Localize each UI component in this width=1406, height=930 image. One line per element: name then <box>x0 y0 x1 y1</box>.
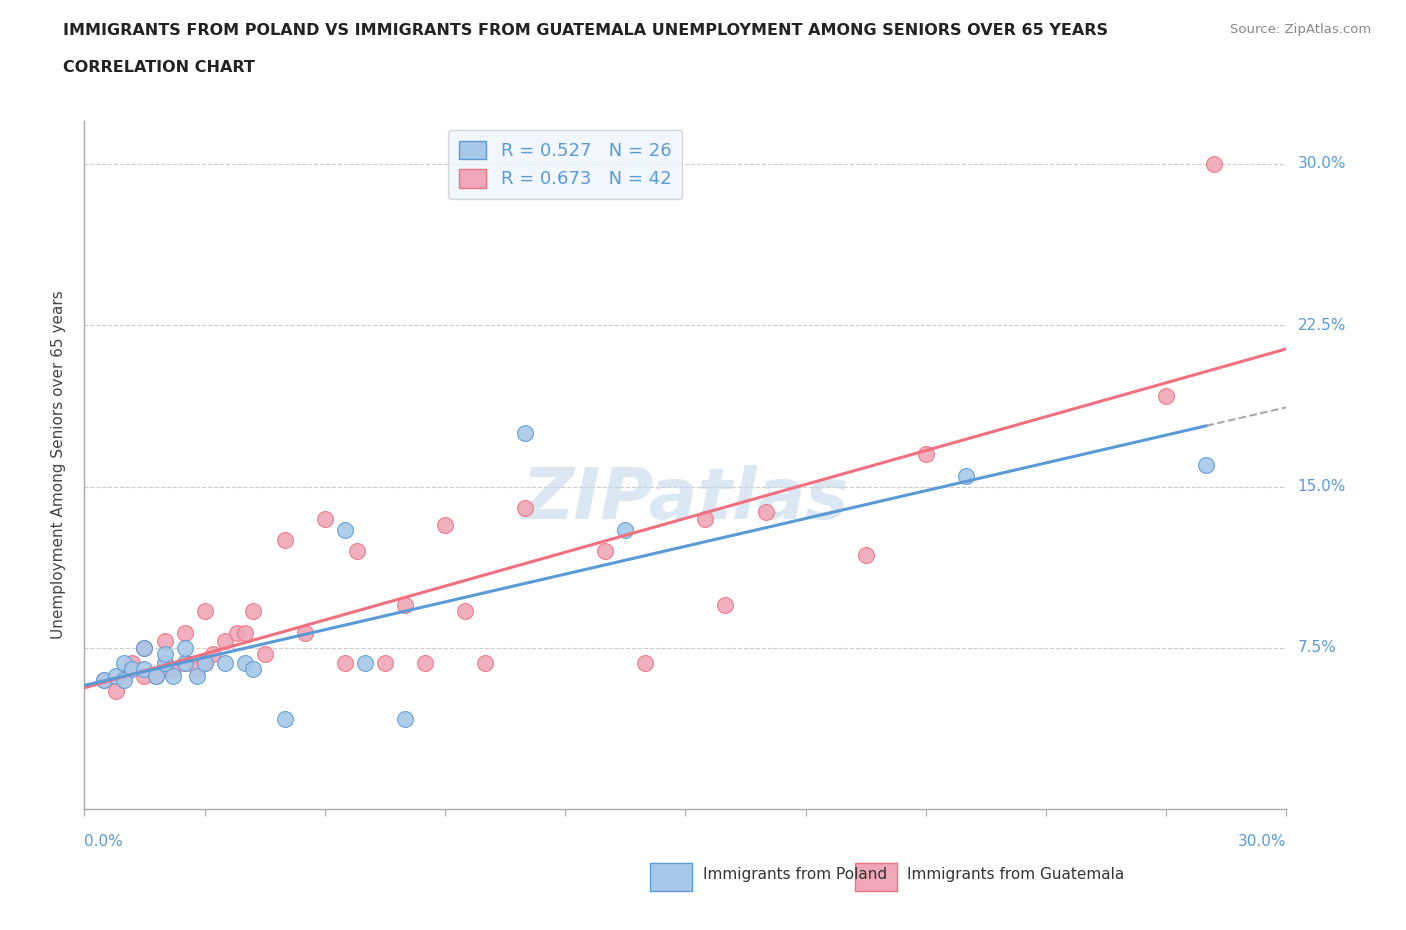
Point <box>955 469 977 484</box>
Point <box>114 656 135 671</box>
Text: CORRELATION CHART: CORRELATION CHART <box>63 60 254 75</box>
Point <box>354 656 377 671</box>
Point <box>294 625 316 640</box>
Point <box>855 548 877 563</box>
Point <box>214 634 236 649</box>
Point <box>225 625 247 640</box>
Text: 30.0%: 30.0% <box>1239 834 1286 849</box>
Point <box>595 543 617 558</box>
Text: 7.5%: 7.5% <box>1298 640 1336 656</box>
Point <box>121 656 143 671</box>
Point <box>695 512 717 526</box>
Text: 15.0%: 15.0% <box>1298 479 1346 494</box>
Point <box>134 641 156 656</box>
Point <box>173 625 195 640</box>
Point <box>105 669 128 684</box>
Point <box>253 647 276 662</box>
Point <box>153 634 176 649</box>
Point <box>114 669 135 684</box>
Point <box>755 505 778 520</box>
Point <box>333 522 356 537</box>
Point <box>93 672 115 687</box>
Point <box>93 672 115 687</box>
Point <box>346 543 368 558</box>
Text: 30.0%: 30.0% <box>1298 156 1346 171</box>
Point <box>242 604 264 618</box>
Text: ZIPatlas: ZIPatlas <box>522 465 849 534</box>
Point <box>714 597 737 612</box>
Point <box>194 656 217 671</box>
Point <box>474 656 496 671</box>
Point <box>134 641 156 656</box>
Point <box>201 647 224 662</box>
Point <box>614 522 637 537</box>
Point <box>186 662 208 677</box>
Point <box>121 662 143 677</box>
Point <box>1195 458 1218 472</box>
Point <box>515 425 537 440</box>
Point <box>153 662 176 677</box>
Point <box>134 669 156 684</box>
Point <box>1204 156 1226 171</box>
Legend: R = 0.527   N = 26, R = 0.673   N = 42: R = 0.527 N = 26, R = 0.673 N = 42 <box>449 130 682 199</box>
Point <box>214 656 236 671</box>
Point <box>274 711 297 726</box>
Y-axis label: Unemployment Among Seniors over 65 years: Unemployment Among Seniors over 65 years <box>51 290 66 640</box>
Point <box>233 625 256 640</box>
Point <box>233 656 256 671</box>
Point <box>634 656 657 671</box>
Point <box>145 669 167 684</box>
Point <box>173 656 195 671</box>
Point <box>394 711 416 726</box>
Text: Source: ZipAtlas.com: Source: ZipAtlas.com <box>1230 23 1371 36</box>
Point <box>394 597 416 612</box>
Point <box>454 604 477 618</box>
Point <box>105 684 128 698</box>
Text: Immigrants from Poland: Immigrants from Poland <box>703 867 887 882</box>
Point <box>153 647 176 662</box>
Point <box>194 656 217 671</box>
Point <box>153 656 176 671</box>
Point <box>186 669 208 684</box>
Point <box>194 604 217 618</box>
Point <box>434 518 457 533</box>
Point <box>413 656 436 671</box>
Point <box>915 446 938 461</box>
Point <box>374 656 396 671</box>
Point <box>333 656 356 671</box>
Point <box>114 672 135 687</box>
Point <box>162 669 184 684</box>
Point <box>314 512 336 526</box>
Point <box>1156 389 1178 404</box>
Point <box>162 662 184 677</box>
Text: 22.5%: 22.5% <box>1298 318 1346 333</box>
Point <box>274 533 297 548</box>
Text: 0.0%: 0.0% <box>84 834 124 849</box>
Point <box>145 669 167 684</box>
Point <box>515 500 537 515</box>
Point <box>173 641 195 656</box>
Point <box>242 662 264 677</box>
Point <box>134 662 156 677</box>
Point <box>173 656 195 671</box>
Text: IMMIGRANTS FROM POLAND VS IMMIGRANTS FROM GUATEMALA UNEMPLOYMENT AMONG SENIORS O: IMMIGRANTS FROM POLAND VS IMMIGRANTS FRO… <box>63 23 1108 38</box>
Text: Immigrants from Guatemala: Immigrants from Guatemala <box>907 867 1125 882</box>
